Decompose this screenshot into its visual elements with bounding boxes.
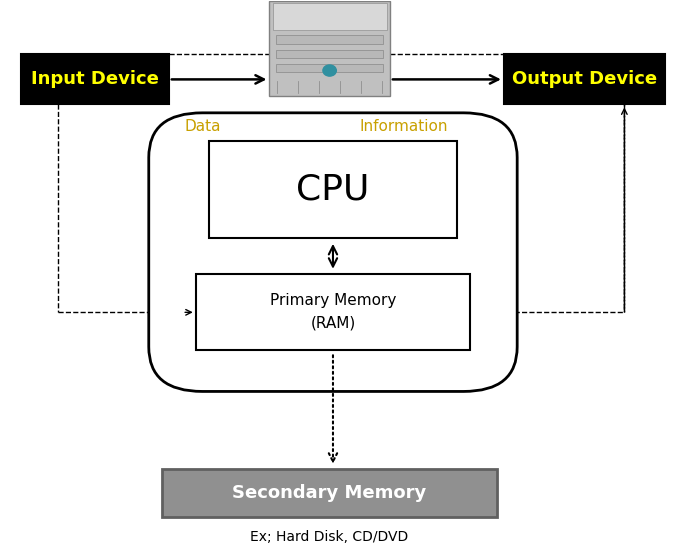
Text: Output Device: Output Device — [512, 71, 657, 88]
Text: Secondary Memory: Secondary Memory — [232, 484, 427, 502]
FancyBboxPatch shape — [276, 64, 383, 72]
FancyBboxPatch shape — [504, 54, 665, 105]
Circle shape — [323, 65, 336, 76]
FancyBboxPatch shape — [209, 141, 457, 238]
FancyBboxPatch shape — [196, 274, 471, 349]
Text: Ex; Hard Disk, CD/DVD: Ex; Hard Disk, CD/DVD — [250, 530, 409, 544]
FancyBboxPatch shape — [273, 3, 387, 30]
FancyBboxPatch shape — [276, 50, 383, 58]
FancyBboxPatch shape — [22, 54, 169, 105]
FancyBboxPatch shape — [162, 469, 497, 517]
Text: Information: Information — [359, 119, 447, 134]
FancyBboxPatch shape — [276, 35, 383, 44]
Text: Primary Memory
(RAM): Primary Memory (RAM) — [270, 293, 396, 330]
FancyBboxPatch shape — [269, 1, 390, 96]
Text: Data: Data — [184, 119, 221, 134]
Text: CPU: CPU — [297, 172, 370, 207]
Text: Input Device: Input Device — [31, 71, 159, 88]
FancyBboxPatch shape — [149, 113, 517, 391]
